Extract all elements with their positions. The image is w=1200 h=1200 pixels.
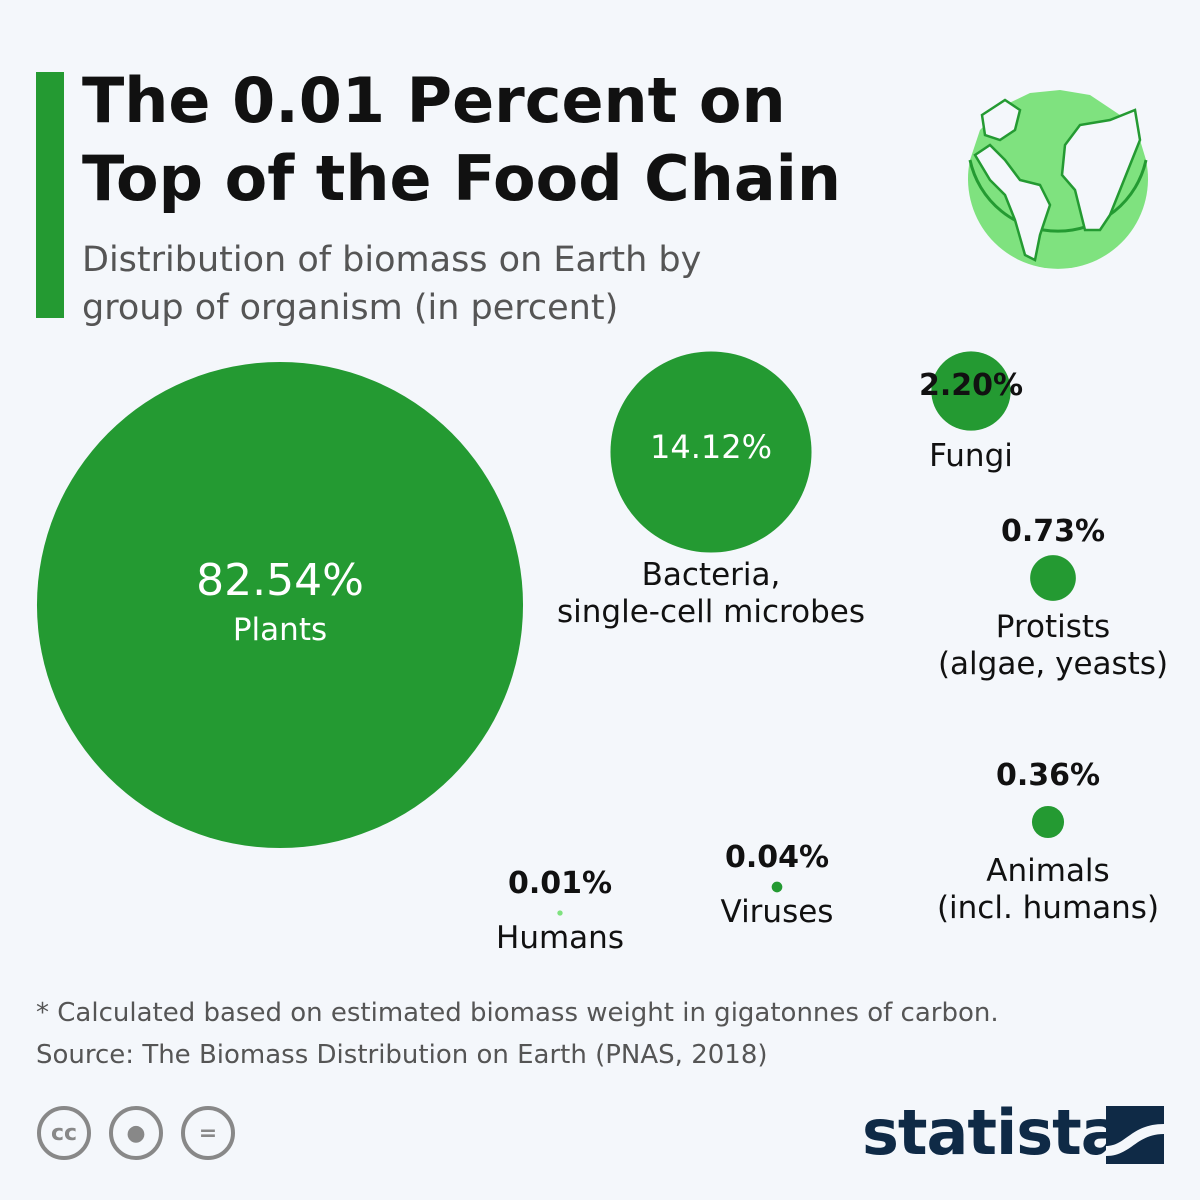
category-label-line: (algae, yeasts) bbox=[937, 646, 1169, 682]
category-label-line: Bacteria, bbox=[641, 557, 781, 593]
category-label: Animals (incl. humans) bbox=[937, 853, 1159, 927]
cc-text: cc bbox=[50, 1120, 78, 1146]
bubble-protists bbox=[1030, 555, 1076, 601]
page-title: The 0.01 Percent on Top of the Food Chai… bbox=[82, 64, 842, 215]
category-label-line: Plants bbox=[232, 612, 328, 648]
bubble-bacteria bbox=[610, 351, 812, 553]
globe-icon bbox=[968, 90, 1148, 269]
category-label-line: (incl. humans) bbox=[936, 890, 1160, 926]
category-label: Bacteria, single-cell microbes bbox=[557, 557, 865, 631]
statista-logomark-icon bbox=[1106, 1106, 1164, 1164]
statista-logo[interactable]: statista bbox=[862, 1096, 1123, 1169]
category-label: Humans bbox=[496, 920, 624, 957]
bubble-plants bbox=[36, 361, 524, 849]
bubble-viruses bbox=[771, 881, 783, 893]
category-label-line: Humans bbox=[496, 920, 624, 956]
title-accent-bar bbox=[36, 72, 64, 318]
value-label: 0.01% bbox=[507, 866, 613, 901]
footnote-text: * Calculated based on estimated biomass … bbox=[36, 998, 999, 1028]
category-label: Viruses bbox=[721, 894, 834, 931]
value-label: 0.73% bbox=[1000, 514, 1106, 549]
value-label: 0.04% bbox=[724, 840, 830, 875]
category-label-line: Fungi bbox=[929, 438, 1013, 474]
value-label: 0.36% bbox=[995, 758, 1101, 793]
bubble-fungi bbox=[931, 351, 1011, 431]
page-subtitle: Distribution of biomass on Earth by grou… bbox=[82, 240, 702, 328]
source-text: Source: The Biomass Distribution on Eart… bbox=[36, 1040, 768, 1070]
no-derivatives-icon[interactable]: = bbox=[181, 1106, 235, 1160]
category-label-line: Animals bbox=[986, 853, 1110, 889]
category-label-line: single-cell microbes bbox=[557, 594, 865, 630]
value-label: 14.12% bbox=[649, 428, 773, 466]
bubble-chart bbox=[36, 351, 1076, 916]
attribution-icon[interactable]: ● bbox=[109, 1106, 163, 1160]
bubble-humans bbox=[557, 910, 563, 916]
category-label: Fungi bbox=[929, 438, 1013, 475]
value-label: 82.54% bbox=[196, 555, 364, 606]
bubble-animals bbox=[1031, 805, 1065, 839]
category-label-line: Viruses bbox=[720, 894, 834, 930]
footnote: * Calculated based on estimated biomass … bbox=[36, 992, 999, 1076]
value-label: 2.20% bbox=[918, 368, 1024, 403]
category-label: Protists (algae, yeasts) bbox=[938, 609, 1168, 683]
category-label: Plants bbox=[233, 612, 327, 649]
cc-icon[interactable]: cc bbox=[37, 1106, 91, 1160]
category-label-line: Protists bbox=[995, 609, 1111, 645]
